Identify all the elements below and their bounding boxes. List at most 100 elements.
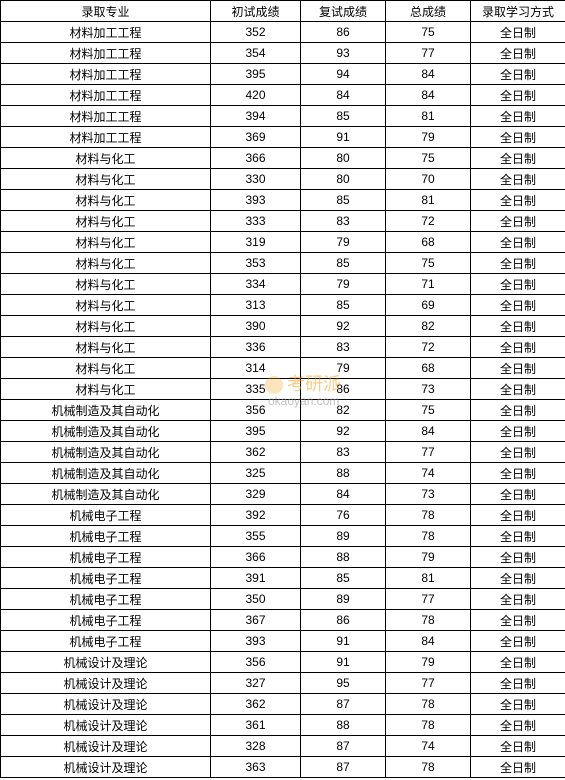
table-cell: 72 <box>386 337 471 358</box>
table-cell: 机械制造及其自动化 <box>1 442 211 463</box>
table-cell: 机械制造及其自动化 <box>1 421 211 442</box>
table-cell: 材料加工工程 <box>1 127 211 148</box>
table-cell: 全日制 <box>471 190 565 211</box>
table-row: 材料与化工3938581全日制 <box>1 190 565 211</box>
table-cell: 362 <box>211 694 301 715</box>
table-cell: 全日制 <box>471 715 565 736</box>
table-cell: 材料加工工程 <box>1 22 211 43</box>
table-cell: 85 <box>301 253 386 274</box>
table-cell: 71 <box>386 274 471 295</box>
table-cell: 全日制 <box>471 211 565 232</box>
table-cell: 91 <box>301 631 386 652</box>
table-cell: 85 <box>301 190 386 211</box>
table-cell: 354 <box>211 43 301 64</box>
table-cell: 353 <box>211 253 301 274</box>
table-cell: 325 <box>211 463 301 484</box>
table-row: 机械电子工程3939184全日制 <box>1 631 565 652</box>
table-cell: 材料与化工 <box>1 274 211 295</box>
table-cell: 全日制 <box>471 673 565 694</box>
table-cell: 78 <box>386 715 471 736</box>
table-cell: 78 <box>386 757 471 778</box>
table-cell: 85 <box>301 568 386 589</box>
table-cell: 68 <box>386 232 471 253</box>
table-cell: 78 <box>386 526 471 547</box>
table-cell: 材料与化工 <box>1 211 211 232</box>
table-row: 材料加工工程3699179全日制 <box>1 127 565 148</box>
table-cell: 75 <box>386 400 471 421</box>
table-cell: 全日制 <box>471 148 565 169</box>
table-cell: 76 <box>301 505 386 526</box>
table-cell: 全日制 <box>471 631 565 652</box>
table-cell: 材料与化工 <box>1 379 211 400</box>
table-row: 机械电子工程3678678全日制 <box>1 610 565 631</box>
table-cell: 机械电子工程 <box>1 547 211 568</box>
table-cell: 材料加工工程 <box>1 64 211 85</box>
table-cell: 80 <box>301 169 386 190</box>
table-cell: 395 <box>211 64 301 85</box>
table-row: 材料加工工程3948581全日制 <box>1 106 565 127</box>
table-row: 机械电子工程3508977全日制 <box>1 589 565 610</box>
table-cell: 全日制 <box>471 316 565 337</box>
table-cell: 334 <box>211 274 301 295</box>
table-cell: 393 <box>211 631 301 652</box>
table-cell: 72 <box>386 211 471 232</box>
table-row: 机械制造及其自动化3298473全日制 <box>1 484 565 505</box>
table-row: 材料与化工3147968全日制 <box>1 358 565 379</box>
table-cell: 全日制 <box>471 106 565 127</box>
table-cell: 361 <box>211 715 301 736</box>
table-row: 机械设计及理论3288774全日制 <box>1 736 565 757</box>
table-cell: 全日制 <box>471 463 565 484</box>
table-cell: 91 <box>301 652 386 673</box>
header-score3: 总成绩 <box>386 1 471 22</box>
table-cell: 80 <box>301 148 386 169</box>
table-cell: 机械制造及其自动化 <box>1 463 211 484</box>
table-cell: 全日制 <box>471 232 565 253</box>
table-cell: 369 <box>211 127 301 148</box>
table-cell: 材料加工工程 <box>1 43 211 64</box>
table-cell: 82 <box>386 316 471 337</box>
table-cell: 84 <box>386 85 471 106</box>
table-cell: 78 <box>386 610 471 631</box>
table-row: 机械电子工程3918581全日制 <box>1 568 565 589</box>
table-cell: 394 <box>211 106 301 127</box>
table-body: 材料加工工程3528675全日制材料加工工程3549377全日制材料加工工程39… <box>1 22 565 778</box>
table-cell: 366 <box>211 547 301 568</box>
table-cell: 机械设计及理论 <box>1 673 211 694</box>
table-cell: 79 <box>301 358 386 379</box>
table-cell: 77 <box>386 589 471 610</box>
table-cell: 82 <box>301 400 386 421</box>
table-cell: 81 <box>386 190 471 211</box>
table-cell: 83 <box>301 211 386 232</box>
table-cell: 全日制 <box>471 43 565 64</box>
table-row: 机械设计及理论3618878全日制 <box>1 715 565 736</box>
table-cell: 84 <box>386 64 471 85</box>
table-cell: 全日制 <box>471 589 565 610</box>
table-cell: 机械制造及其自动化 <box>1 400 211 421</box>
table-cell: 材料与化工 <box>1 169 211 190</box>
table-cell: 73 <box>386 379 471 400</box>
table-cell: 327 <box>211 673 301 694</box>
table-cell: 77 <box>386 43 471 64</box>
table-cell: 74 <box>386 736 471 757</box>
table-cell: 全日制 <box>471 484 565 505</box>
table-row: 材料与化工3668075全日制 <box>1 148 565 169</box>
table-cell: 全日制 <box>471 526 565 547</box>
table-row: 机械制造及其自动化3568275全日制 <box>1 400 565 421</box>
table-cell: 材料与化工 <box>1 232 211 253</box>
table-cell: 362 <box>211 442 301 463</box>
table-cell: 86 <box>301 379 386 400</box>
table-cell: 材料加工工程 <box>1 106 211 127</box>
table-cell: 69 <box>386 295 471 316</box>
table-cell: 83 <box>301 442 386 463</box>
table-cell: 全日制 <box>471 358 565 379</box>
table-row: 机械制造及其自动化3258874全日制 <box>1 463 565 484</box>
table-cell: 机械设计及理论 <box>1 736 211 757</box>
table-cell: 89 <box>301 589 386 610</box>
table-cell: 全日制 <box>471 694 565 715</box>
table-cell: 86 <box>301 22 386 43</box>
table-cell: 81 <box>386 568 471 589</box>
table-cell: 全日制 <box>471 337 565 358</box>
table-row: 材料与化工3358673全日制 <box>1 379 565 400</box>
table-cell: 393 <box>211 190 301 211</box>
table-cell: 全日制 <box>471 295 565 316</box>
